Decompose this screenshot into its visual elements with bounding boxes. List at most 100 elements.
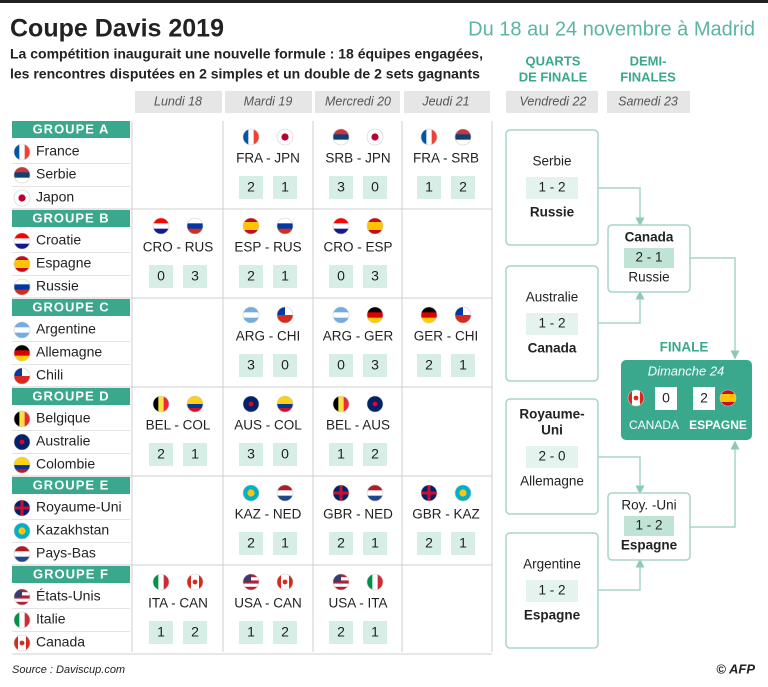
flag-stripe: [628, 390, 633, 406]
flag-outline: [366, 395, 384, 413]
flag-stripe: [277, 400, 293, 405]
flag: [14, 233, 30, 249]
group-header-bg: [12, 121, 130, 138]
flag-stripe: [372, 574, 379, 590]
flag-stripe: [333, 586, 349, 590]
flag: [277, 129, 293, 145]
flag-stripe: [333, 583, 349, 588]
flag-stripe: [153, 396, 159, 412]
score-box: [526, 580, 578, 602]
flag-stripe: [14, 411, 20, 427]
flag-stripe: [243, 307, 259, 313]
flag-stripe: [14, 243, 30, 249]
credit: © AFP: [716, 661, 755, 676]
flag-stripe: [187, 223, 203, 230]
flag: [333, 485, 349, 501]
flag: [333, 129, 349, 145]
flag-outline: [366, 217, 384, 235]
flag-outline: [152, 217, 170, 235]
flag: [243, 396, 259, 412]
flag-emblem: [248, 401, 254, 407]
score: 0: [337, 357, 345, 373]
flag-outline: [13, 499, 31, 517]
score-box: [149, 443, 173, 466]
flag-stripe: [333, 580, 349, 585]
qf-score: 1 - 2: [538, 316, 565, 331]
flag-stripe: [338, 396, 345, 412]
flag: [153, 396, 169, 412]
qf-team: Canada: [528, 341, 577, 356]
flag-stripe: [14, 595, 30, 600]
score-box: [273, 621, 297, 644]
flag-stripe: [243, 317, 259, 323]
group-header: GROUPE A: [33, 121, 110, 136]
source: Source : Daviscup.com: [12, 664, 125, 676]
team-name: Allemagne: [36, 344, 102, 360]
flag-stripe: [14, 350, 30, 357]
flag-stripe: [455, 315, 471, 323]
flag-stripe: [14, 279, 30, 285]
flag: [333, 396, 349, 412]
day-header-bg: [506, 91, 598, 113]
flag-stripe: [163, 396, 169, 412]
flag-cross: [339, 485, 343, 501]
flag-stripe: [14, 322, 30, 328]
sf-score: 2 - 1: [635, 250, 662, 265]
flag-stripe: [243, 586, 259, 590]
flag-outline: [366, 306, 384, 324]
flag-stripe: [243, 129, 249, 145]
score-box: [417, 354, 441, 377]
score: 2: [425, 357, 433, 373]
score: 3: [247, 357, 255, 373]
flag-stripe: [333, 139, 349, 145]
flag: [14, 167, 30, 183]
flag-stripe: [333, 396, 339, 412]
match-teams: FRA - JPN: [236, 151, 300, 166]
team-name: Croatie: [36, 232, 81, 248]
final-team: CANADA: [629, 418, 679, 432]
flag-outline: [276, 217, 294, 235]
flag-stripe: [14, 172, 30, 179]
flag-stripe: [243, 312, 259, 319]
flag-stripe: [421, 129, 427, 145]
flag-stripe: [14, 284, 30, 291]
flag-canton: [243, 574, 251, 582]
connector: [598, 558, 645, 591]
team-name: Royaume-Uni: [36, 499, 122, 515]
score-box: [363, 621, 387, 644]
score: 1: [281, 268, 289, 284]
flag-outline: [242, 484, 260, 502]
flag-outline: [13, 588, 31, 606]
connector: [598, 290, 645, 324]
score-box: [239, 265, 263, 288]
match-teams: CRO - RUS: [143, 240, 214, 255]
flag-stripe: [187, 400, 203, 405]
flag: [187, 396, 203, 412]
flag-stripe: [277, 218, 293, 224]
day-header: Vendredi 22: [520, 94, 587, 108]
flag-stripe: [14, 260, 30, 265]
flag-stripe: [253, 129, 259, 145]
flag-stripe: [243, 583, 259, 588]
sf-team: Canada: [625, 230, 674, 245]
team-name: Colombie: [36, 456, 95, 472]
score-box: [693, 387, 715, 410]
flag-stripe: [243, 580, 259, 585]
score-box: [329, 176, 353, 199]
flag: [14, 500, 30, 516]
flag-stripe: [14, 345, 30, 351]
flag-stripe: [277, 223, 293, 230]
day-header-bg: [135, 91, 222, 113]
score: 3: [247, 446, 255, 462]
flag-outline: [719, 389, 737, 407]
flag-stripe: [14, 332, 30, 338]
flag: [14, 411, 30, 427]
final-title: FINALE: [660, 340, 709, 355]
flag: [14, 190, 30, 206]
flag-stripe: [19, 144, 26, 160]
match-teams: GBR - KAZ: [412, 507, 480, 522]
qf-score: 1 - 2: [538, 583, 565, 598]
score-box: [239, 176, 263, 199]
flag: [243, 485, 259, 501]
flag-stripe: [14, 167, 30, 173]
